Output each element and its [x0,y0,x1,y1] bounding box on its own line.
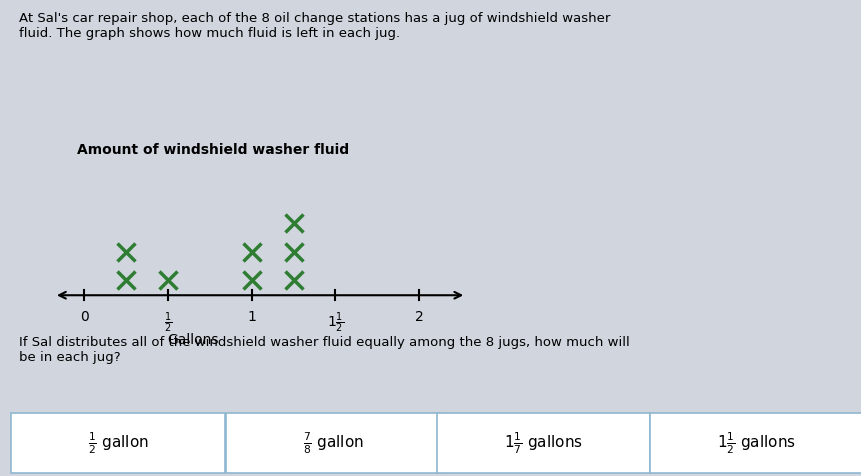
Text: $1\frac{1}{2}$: $1\frac{1}{2}$ [327,310,344,335]
Text: 2: 2 [415,310,424,324]
Text: 0: 0 [80,310,89,324]
Text: $1\frac{1}{2}$ gallons: $1\frac{1}{2}$ gallons [717,430,796,456]
Text: Amount of windshield washer fluid: Amount of windshield washer fluid [77,143,350,157]
Text: Gallons: Gallons [167,333,219,347]
Text: If Sal distributes all of the windshield washer fluid equally among the 8 jugs, : If Sal distributes all of the windshield… [19,336,629,364]
Text: $\frac{7}{8}$ gallon: $\frac{7}{8}$ gallon [303,430,363,456]
Text: $\frac{1}{2}$ gallon: $\frac{1}{2}$ gallon [88,430,148,456]
Text: At Sal's car repair shop, each of the 8 oil change stations has a jug of windshi: At Sal's car repair shop, each of the 8 … [19,12,610,40]
Text: 1: 1 [247,310,257,324]
Text: $\frac{1}{2}$: $\frac{1}{2}$ [164,310,172,335]
Text: $1\frac{1}{7}$ gallons: $1\frac{1}{7}$ gallons [504,430,583,456]
